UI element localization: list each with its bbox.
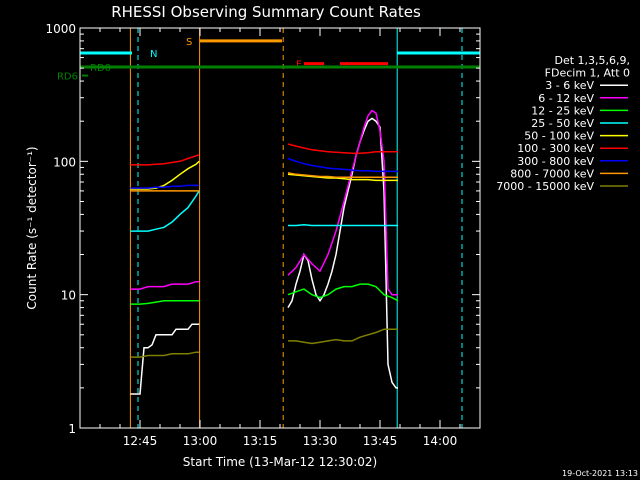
y-axis-label: Count Rate (s⁻¹ detector⁻¹) [25,146,39,309]
legend-entry-label: 300 - 800 keV [517,155,594,168]
legend: Det 1,3,5,6,9,FDecim 1, Att 03 - 6 keV6 … [496,54,630,193]
x-tick-label: 13:30 [303,434,338,448]
series-line [288,223,398,227]
x-tick-label: 14:00 [423,434,458,448]
x-tick-label: 12:45 [123,434,158,448]
series-line [130,190,200,232]
legend-header: FDecim 1, Att 0 [545,67,630,80]
legend-entry-label: 50 - 100 keV [524,130,594,143]
series-line [130,323,200,395]
flag-label: N [150,49,157,60]
series-line [287,172,398,178]
axes: 12:45 13:00 13:15 13:30 13:45 14:00 1 10 100 1000 [45,22,481,448]
series-line [130,351,200,358]
series-line [130,300,200,305]
legend-entry-label: 7000 - 15000 keV [496,180,594,193]
flag-label: S [186,37,192,48]
x-tick-label: 13:00 [183,434,218,448]
x-tick-label: 13:15 [243,434,278,448]
y-tick-label: 100 [53,155,76,169]
flag-label: RD0 [90,63,111,74]
series-line [130,154,200,166]
legend-entry-label: 100 - 300 keV [517,142,594,155]
legend-header: Det 1,3,5,6,9, [554,54,630,67]
legend-entry-label: 800 - 7000 keV [510,167,594,180]
legend-entry-label: 25 - 50 keV [531,117,594,130]
flag-label: F [296,60,302,71]
series-line [287,109,398,296]
series-line [288,328,398,345]
y-tick-label: 1000 [45,22,76,36]
chart-title: RHESSI Observing Summary Count Rates [111,3,421,21]
series-line [287,143,398,154]
y-tick-label: 10 [61,289,76,303]
series-line [287,157,398,173]
series-line [130,280,200,290]
timestamp: 19-Oct-2021 13:13 [562,469,638,478]
series-line [287,283,399,302]
marker-label: RD6 [57,72,78,83]
legend-entry-label: 3 - 6 keV [545,79,594,92]
series-line [130,160,200,190]
y-tick-label: 1 [68,422,76,436]
legend-entry-label: 12 - 25 keV [531,104,594,117]
x-tick-label: 13:45 [363,434,398,448]
plot-area: N S F RD0 RD6 [57,28,480,428]
legend-entry-label: 6 - 12 keV [538,92,594,105]
x-axis-label: Start Time (13-Mar-12 12:30:02) [183,455,377,469]
series-line [130,184,200,189]
